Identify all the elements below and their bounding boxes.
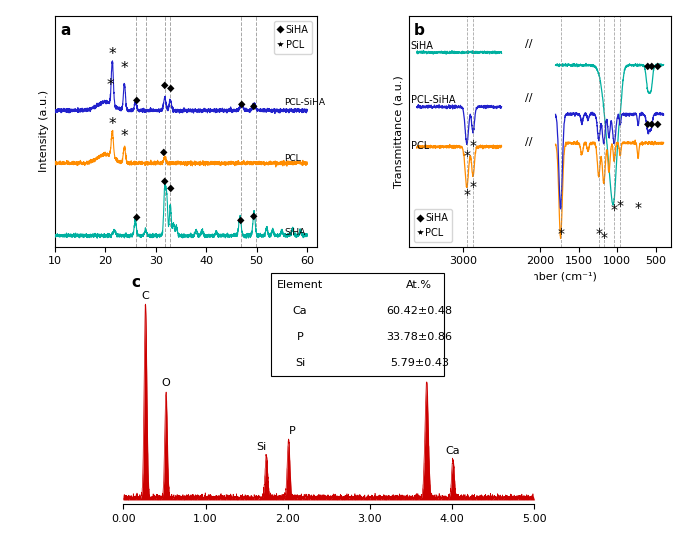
Text: ◆: ◆ — [237, 214, 245, 225]
Text: *: * — [120, 130, 127, 145]
Text: ◆: ◆ — [645, 61, 652, 71]
Text: P: P — [297, 332, 303, 341]
Y-axis label: Transmittance (a.u.): Transmittance (a.u.) — [393, 75, 403, 188]
Y-axis label: Intensity (a.u.): Intensity (a.u.) — [39, 90, 49, 173]
X-axis label: Wavenumber (cm⁻¹): Wavenumber (cm⁻¹) — [483, 272, 597, 282]
Text: *: * — [469, 180, 477, 195]
Text: *: * — [600, 230, 608, 245]
Text: ◆: ◆ — [647, 61, 655, 71]
FancyBboxPatch shape — [271, 273, 444, 376]
Text: Ca: Ca — [292, 306, 308, 316]
Text: //: // — [525, 39, 532, 49]
Text: *: * — [120, 62, 127, 77]
Text: ◆: ◆ — [654, 118, 662, 129]
Text: ◆: ◆ — [161, 176, 169, 186]
Legend: SiHA, PCL: SiHA, PCL — [414, 209, 452, 242]
Text: //: // — [525, 93, 532, 103]
Text: *: * — [611, 203, 618, 217]
Text: ◆: ◆ — [133, 95, 140, 105]
Text: ◆: ◆ — [166, 183, 174, 193]
Text: a: a — [60, 23, 71, 38]
Text: //: // — [525, 137, 532, 147]
Text: PCL-SiHA: PCL-SiHA — [284, 98, 325, 107]
Text: PCL: PCL — [410, 140, 429, 151]
Text: 5.79±0.43: 5.79±0.43 — [390, 358, 449, 368]
Text: P: P — [289, 426, 296, 436]
Text: *: * — [617, 199, 624, 213]
Text: Ca: Ca — [419, 368, 434, 378]
Text: ◆: ◆ — [250, 211, 258, 221]
Text: C: C — [142, 291, 149, 301]
Text: ◆: ◆ — [238, 98, 245, 108]
Text: Si: Si — [295, 358, 305, 368]
Text: *: * — [469, 139, 477, 153]
Text: ◆: ◆ — [161, 80, 169, 90]
Legend: SiHA, PCL: SiHA, PCL — [274, 21, 312, 54]
Text: ◆: ◆ — [654, 61, 662, 71]
Text: O: O — [162, 378, 171, 388]
Text: 60.42±0.48: 60.42±0.48 — [386, 306, 452, 316]
Text: Ca: Ca — [446, 445, 460, 456]
Text: *: * — [463, 188, 471, 202]
Text: ◆: ◆ — [645, 118, 652, 129]
Text: *: * — [108, 47, 116, 62]
Text: ◆: ◆ — [647, 118, 655, 129]
Text: b: b — [414, 23, 425, 38]
Text: At.%: At.% — [406, 280, 432, 290]
Text: *: * — [108, 117, 116, 132]
Text: ◆: ◆ — [133, 211, 140, 221]
Text: ◆: ◆ — [166, 83, 174, 93]
Text: ◆: ◆ — [250, 101, 258, 111]
Text: *: * — [557, 227, 564, 241]
Text: SiHA: SiHA — [284, 228, 306, 237]
Text: c: c — [132, 275, 140, 290]
Text: PCL-SiHA: PCL-SiHA — [410, 95, 455, 105]
Text: SiHA: SiHA — [410, 41, 434, 51]
Text: *: * — [106, 78, 114, 93]
Text: ◆: ◆ — [160, 147, 168, 157]
Text: *: * — [595, 227, 602, 241]
Text: *: * — [634, 201, 642, 215]
Text: PCL: PCL — [284, 154, 301, 163]
Text: 33.78±0.86: 33.78±0.86 — [386, 332, 452, 341]
X-axis label: 2θ (degree): 2θ (degree) — [153, 272, 219, 282]
Text: Element: Element — [277, 280, 323, 290]
Text: Si: Si — [256, 442, 266, 452]
Text: *: * — [463, 148, 471, 162]
